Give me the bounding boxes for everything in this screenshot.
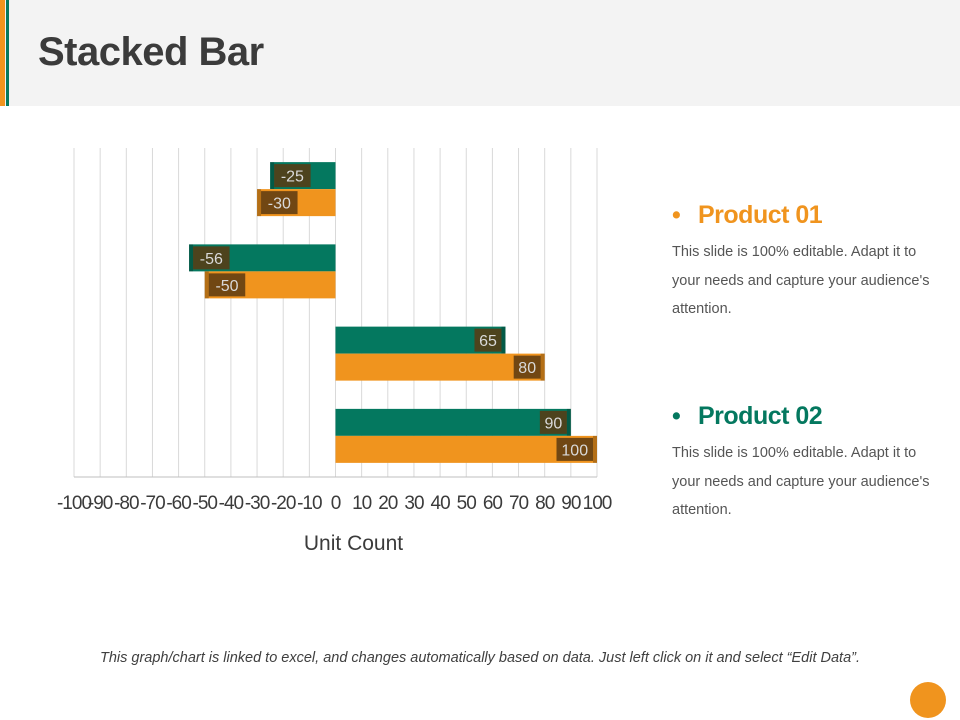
data-label-bg	[193, 246, 230, 270]
legend-product-01-desc: This slide is 100% editable. Adapt it to…	[672, 244, 930, 317]
footnote: This graph/chart is linked to excel, and…	[99, 650, 861, 666]
bar-edge	[593, 435, 597, 463]
data-label: -50	[215, 278, 238, 295]
data-label: -56	[200, 251, 223, 268]
x-tick-label: -90	[88, 493, 113, 514]
data-label: 65	[479, 333, 497, 350]
legend-product-02-desc: This slide is 100% editable. Adapt it to…	[672, 445, 930, 518]
x-tick-label: -10	[297, 493, 322, 514]
legend-product-01-bullet: •	[672, 201, 681, 229]
corner-circle-decoration	[910, 682, 946, 718]
x-tick-label: -80	[114, 493, 139, 514]
header-accent-green	[6, 0, 9, 106]
bar-edge	[204, 271, 209, 299]
bar-series2-category-4	[335, 435, 597, 463]
data-label-bg	[274, 164, 311, 188]
x-tick-label: 60	[483, 493, 503, 514]
x-tick-label: 40	[431, 493, 451, 514]
data-label: 90	[544, 415, 562, 432]
bar-edge	[540, 353, 545, 381]
legend-product-02-title: • Product 02	[672, 401, 942, 431]
x-tick-label: 50	[457, 493, 477, 514]
bar-edge	[257, 189, 262, 217]
data-label-bg	[513, 355, 541, 379]
bar-series1-category-4	[335, 408, 571, 436]
bar-edge	[566, 408, 571, 436]
x-tick-label: -30	[245, 493, 270, 514]
x-tick-label: 70	[509, 493, 529, 514]
data-label-bg	[261, 191, 298, 215]
data-label: -25	[281, 169, 304, 186]
x-tick-label: -100	[57, 493, 91, 514]
x-tick-label: 20	[378, 493, 398, 514]
x-tick-label: -40	[219, 493, 244, 514]
data-label-bg	[539, 410, 567, 434]
bar-edge	[501, 326, 506, 354]
x-tick-label: -50	[193, 493, 218, 514]
x-tick-label: 30	[404, 493, 424, 514]
data-label: 100	[561, 442, 588, 459]
x-tick-label: -60	[166, 493, 191, 514]
x-tick-label: 80	[535, 493, 555, 514]
x-tick-label: -20	[271, 493, 296, 514]
legend-product-01-title: • Product 01	[672, 200, 942, 230]
data-label-bg	[474, 328, 502, 352]
data-label-bg	[556, 437, 593, 461]
x-tick-label: 100	[583, 493, 612, 514]
legend-product-02-bullet: •	[672, 402, 681, 430]
data-label: -30	[268, 196, 291, 213]
legend-product-01: • Product 01 This slide is 100% editable.…	[672, 200, 942, 324]
data-label: 80	[518, 360, 536, 377]
legend-product-01-label: Product 01	[698, 201, 823, 229]
bar-edge	[189, 244, 194, 272]
x-axis-title: Unit Count	[304, 532, 403, 555]
data-label-bg	[208, 273, 246, 297]
legend-product-02: • Product 02 This slide is 100% editable.…	[672, 401, 942, 525]
x-tick-label: 90	[561, 493, 581, 514]
x-tick-label: 0	[331, 493, 341, 514]
bar-edge	[270, 162, 275, 190]
header-accent-orange	[0, 0, 5, 106]
x-tick-label: 10	[352, 493, 372, 514]
bar-series2-category-3	[335, 353, 545, 381]
page-title: Stacked Bar	[38, 30, 264, 74]
legend-product-02-label: Product 02	[698, 402, 823, 430]
header-bar: Stacked Bar	[0, 0, 960, 106]
x-tick-label: -70	[140, 493, 165, 514]
